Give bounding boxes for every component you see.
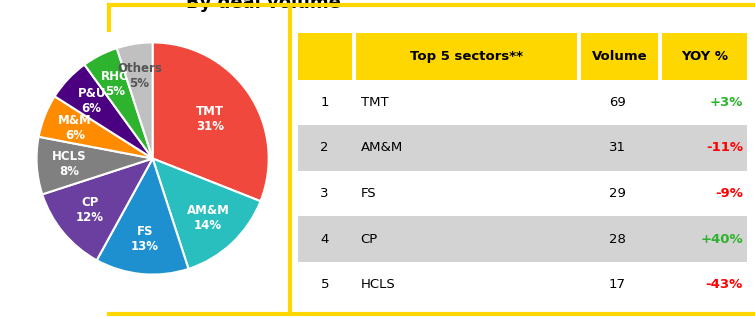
Wedge shape — [117, 42, 153, 158]
Text: RHC
5%: RHC 5% — [101, 70, 128, 98]
Bar — [297, 262, 747, 307]
Text: By deal volume: By deal volume — [186, 0, 341, 12]
Text: M&M
6%: M&M 6% — [58, 114, 92, 142]
Text: FS
13%: FS 13% — [131, 225, 159, 253]
Text: 31: 31 — [609, 141, 626, 154]
Text: 29: 29 — [609, 187, 625, 200]
Wedge shape — [153, 42, 269, 201]
Wedge shape — [54, 65, 153, 158]
Text: YOY %: YOY % — [681, 50, 729, 63]
Text: -9%: -9% — [715, 187, 743, 200]
Bar — [297, 80, 747, 125]
Text: TMT
31%: TMT 31% — [196, 105, 224, 133]
Text: 17: 17 — [609, 278, 626, 291]
Text: FS: FS — [361, 187, 376, 200]
Text: 28: 28 — [609, 233, 625, 246]
Text: HCLS: HCLS — [361, 278, 396, 291]
Bar — [297, 216, 747, 262]
Text: CP
12%: CP 12% — [76, 196, 104, 224]
Text: 5: 5 — [320, 278, 329, 291]
Text: P&U
6%: P&U 6% — [78, 87, 106, 115]
Text: Others
5%: Others 5% — [117, 62, 162, 90]
Text: Volume: Volume — [591, 50, 647, 63]
Bar — [356, 33, 577, 80]
Text: AM&M: AM&M — [361, 141, 403, 154]
Text: CP: CP — [361, 233, 378, 246]
Text: +3%: +3% — [710, 96, 743, 109]
Bar — [662, 33, 747, 80]
Text: Top 5 sectors**: Top 5 sectors** — [410, 50, 523, 63]
Text: 2: 2 — [320, 141, 329, 154]
Wedge shape — [42, 158, 153, 260]
Text: 4: 4 — [321, 233, 329, 246]
Text: +40%: +40% — [701, 233, 743, 246]
Wedge shape — [97, 158, 189, 275]
Wedge shape — [39, 96, 153, 158]
Bar — [297, 171, 747, 216]
Wedge shape — [153, 158, 260, 269]
Wedge shape — [85, 48, 153, 158]
Text: AM&M
14%: AM&M 14% — [186, 204, 230, 232]
Text: 3: 3 — [320, 187, 329, 200]
Text: 1: 1 — [320, 96, 329, 109]
Text: -11%: -11% — [706, 141, 743, 154]
Bar — [581, 33, 658, 80]
Bar — [297, 33, 352, 80]
Text: TMT: TMT — [361, 96, 388, 109]
Text: HCLS
8%: HCLS 8% — [52, 150, 87, 178]
Bar — [297, 125, 747, 171]
Text: 69: 69 — [609, 96, 625, 109]
Wedge shape — [36, 137, 153, 194]
Text: -43%: -43% — [706, 278, 743, 291]
